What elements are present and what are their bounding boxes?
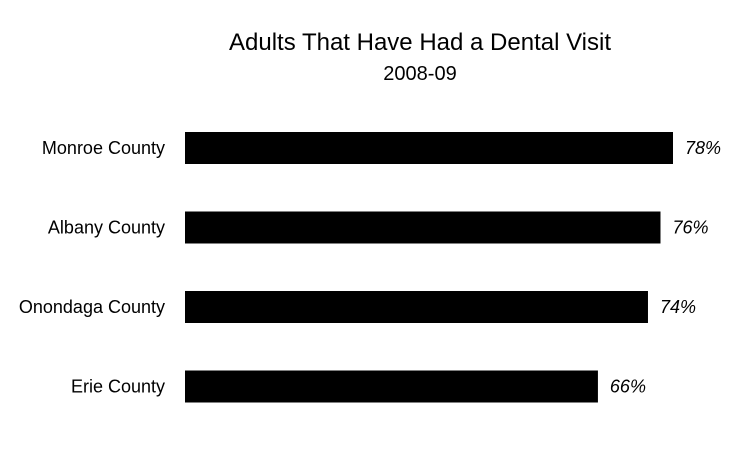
- category-label: Erie County: [71, 377, 165, 397]
- bar: [185, 291, 648, 323]
- category-label: Onondaga County: [19, 297, 165, 317]
- bars-group: Monroe County 78% Albany County 76% Onondaga…: [19, 132, 721, 403]
- bar: [185, 132, 673, 164]
- value-label: 76%: [672, 218, 708, 238]
- value-label: 78%: [685, 138, 721, 158]
- category-label: Monroe County: [42, 138, 165, 158]
- category-label: Albany County: [48, 218, 165, 238]
- value-label: 66%: [610, 377, 646, 397]
- chart-subtitle: 2008-09: [383, 63, 456, 85]
- bar: [185, 370, 598, 403]
- bar: [185, 211, 661, 244]
- chart-title: Adults That Have Had a Dental Visit: [229, 29, 611, 56]
- value-label: 74%: [660, 297, 696, 317]
